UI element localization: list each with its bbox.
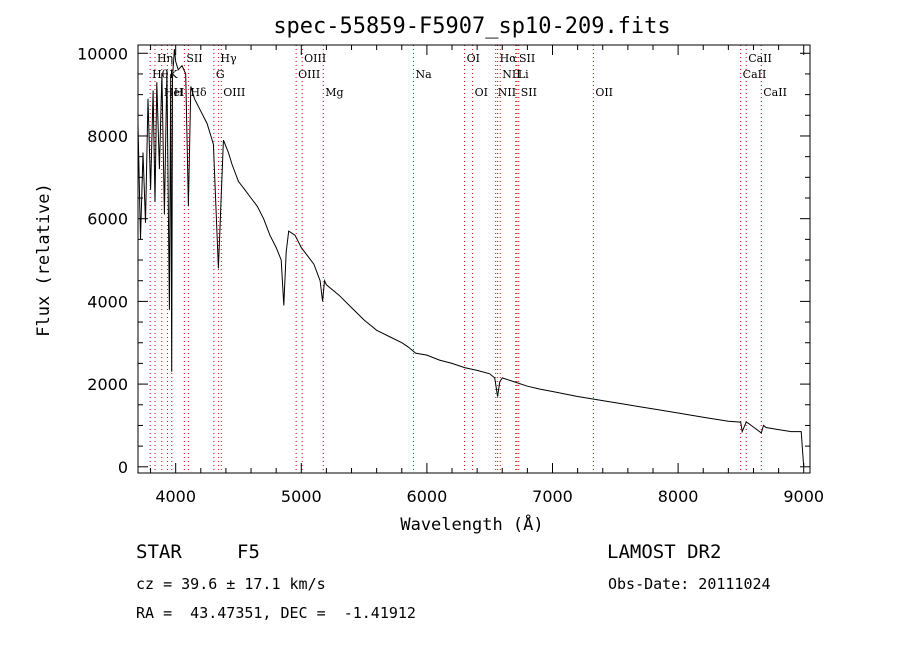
- line-label-21: SII: [521, 86, 537, 99]
- y-tick-label-1: 2000: [87, 375, 128, 394]
- line-label-11: OIII: [298, 68, 320, 81]
- line-label-5: SII: [186, 52, 202, 65]
- line-label-13: Na: [415, 68, 432, 81]
- x-tick-label-1: 5000: [281, 487, 322, 506]
- x-tick-label-3: 7000: [532, 487, 573, 506]
- survey-name: LAMOST DR2: [607, 541, 722, 563]
- line-label-8: G: [216, 68, 225, 81]
- line-label-23: CaII: [748, 52, 772, 65]
- y-axis-ticks: 0 2000 4000 6000 8000 10000: [77, 44, 810, 477]
- line-label-18: NII: [498, 86, 516, 99]
- emission-line-markers: [149, 45, 762, 473]
- x-tick-label-0: 4000: [155, 487, 196, 506]
- line-label-4: H: [174, 86, 184, 99]
- redshift-velocity: cz = 39.6 ± 17.1 km/s: [136, 575, 326, 593]
- y-axis-label: Flux (relative): [34, 183, 54, 337]
- line-label-9: OIII: [223, 86, 245, 99]
- line-label-15: OI: [475, 86, 488, 99]
- object-class: STAR: [136, 541, 182, 563]
- line-label-20: Li: [518, 68, 529, 81]
- line-label-25: CaII: [763, 86, 787, 99]
- emission-line-labels: Hη Hθ HeI KH SII Hδ Hγ G OIII OIII OIII Mg Na OI OI Hα N…: [152, 52, 787, 99]
- x-axis-label: Wavelength (Å): [400, 513, 543, 535]
- object-subclass: F5: [237, 541, 260, 563]
- plot-frame: [137, 44, 811, 474]
- observation-date: Obs-Date: 20111024: [608, 575, 771, 593]
- x-tick-label-5: 9000: [783, 487, 824, 506]
- chart-title: spec-55859-F5907_sp10-209.fits: [273, 14, 670, 39]
- line-label-1: Hθ: [152, 68, 169, 81]
- x-axis-ticks: 4000 5000 6000 7000 8000 9000: [150, 45, 824, 506]
- sky-coordinates: RA = 43.47351, DEC = -1.41912: [136, 604, 416, 622]
- line-label-12: Mg: [325, 86, 343, 99]
- y-tick-label-5: 10000: [77, 44, 128, 63]
- line-label-17: NII: [502, 68, 520, 81]
- line-label-0: Hη: [157, 52, 173, 65]
- x-tick-label-2: 6000: [407, 487, 448, 506]
- y-tick-label-3: 6000: [87, 210, 128, 229]
- line-label-22: OII: [595, 86, 613, 99]
- y-tick-label-4: 8000: [87, 127, 128, 146]
- line-label-16: Hα: [500, 52, 518, 65]
- line-label-3: K: [169, 68, 178, 81]
- line-label-7: Hγ: [220, 52, 237, 65]
- line-label-6: Hδ: [190, 86, 207, 99]
- spectrum-line: [137, 49, 805, 467]
- x-tick-label-4: 8000: [658, 487, 699, 506]
- line-label-19: SII: [519, 52, 535, 65]
- y-tick-label-2: 4000: [87, 292, 128, 311]
- y-tick-label-0: 0: [118, 458, 128, 477]
- line-label-2: HeI: [164, 86, 184, 99]
- line-label-14: OI: [467, 52, 480, 65]
- line-label-10: OIII: [304, 52, 326, 65]
- line-label-24: CaII: [743, 68, 767, 81]
